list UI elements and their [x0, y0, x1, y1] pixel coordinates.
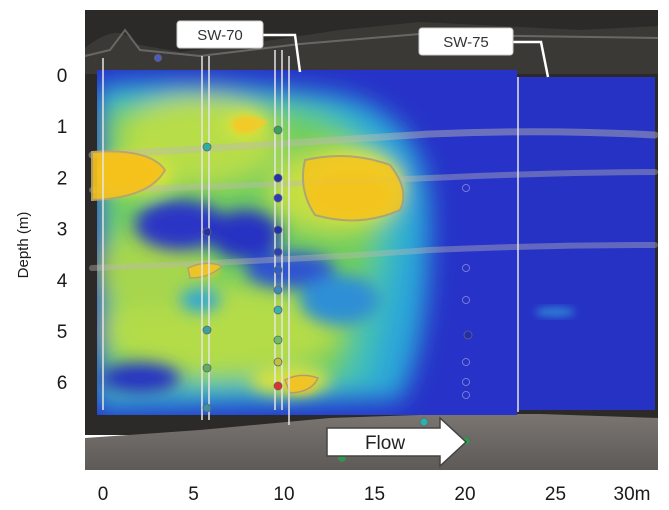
- yellow-lens-1: [91, 150, 167, 202]
- y-tick-label: 6: [57, 373, 68, 394]
- callout-sw-75: SW-75: [418, 27, 550, 78]
- x-tick-label: 30m: [614, 484, 651, 505]
- well-label-sw-75: SW-75: [443, 34, 489, 51]
- y-axis-title: Depth (m): [15, 212, 32, 279]
- yellow-lens-2: [302, 155, 405, 222]
- callout-sw-70: SW-70: [176, 20, 302, 73]
- y-tick-label: 4: [57, 271, 68, 292]
- geologic-layers: [88, 128, 659, 271]
- x-tick-label: 0: [98, 484, 109, 505]
- x-tick-label: 20: [454, 484, 475, 505]
- y-tick-label: 3: [57, 220, 68, 241]
- x-tick-label: 5: [188, 484, 199, 505]
- well-label-sw-70: SW-70: [197, 27, 243, 44]
- y-tick-label: 2: [57, 168, 68, 189]
- yellow-lens-4: [187, 262, 224, 279]
- x-axis: 0 5 10 15 20 25 30m: [98, 484, 651, 505]
- y-tick-label: 5: [57, 322, 68, 343]
- plume-panel-right: [517, 77, 655, 410]
- x-tick-label: 25: [545, 484, 566, 505]
- x-tick-label: 10: [273, 484, 294, 505]
- y-tick-label: 0: [57, 66, 68, 87]
- x-tick-label: 15: [364, 484, 385, 505]
- flow-arrow: Flow: [326, 416, 468, 468]
- yellow-lens-3: [232, 117, 268, 132]
- y-axis: 0 1 2 3 4 5 6: [57, 66, 68, 394]
- well-pipes: [102, 50, 519, 425]
- y-tick-label: 1: [57, 117, 68, 138]
- blob-right-panel: [535, 307, 575, 317]
- yellow-lens-5: [284, 374, 320, 394]
- plume-heatmap: [97, 70, 517, 415]
- flow-label: Flow: [365, 433, 405, 454]
